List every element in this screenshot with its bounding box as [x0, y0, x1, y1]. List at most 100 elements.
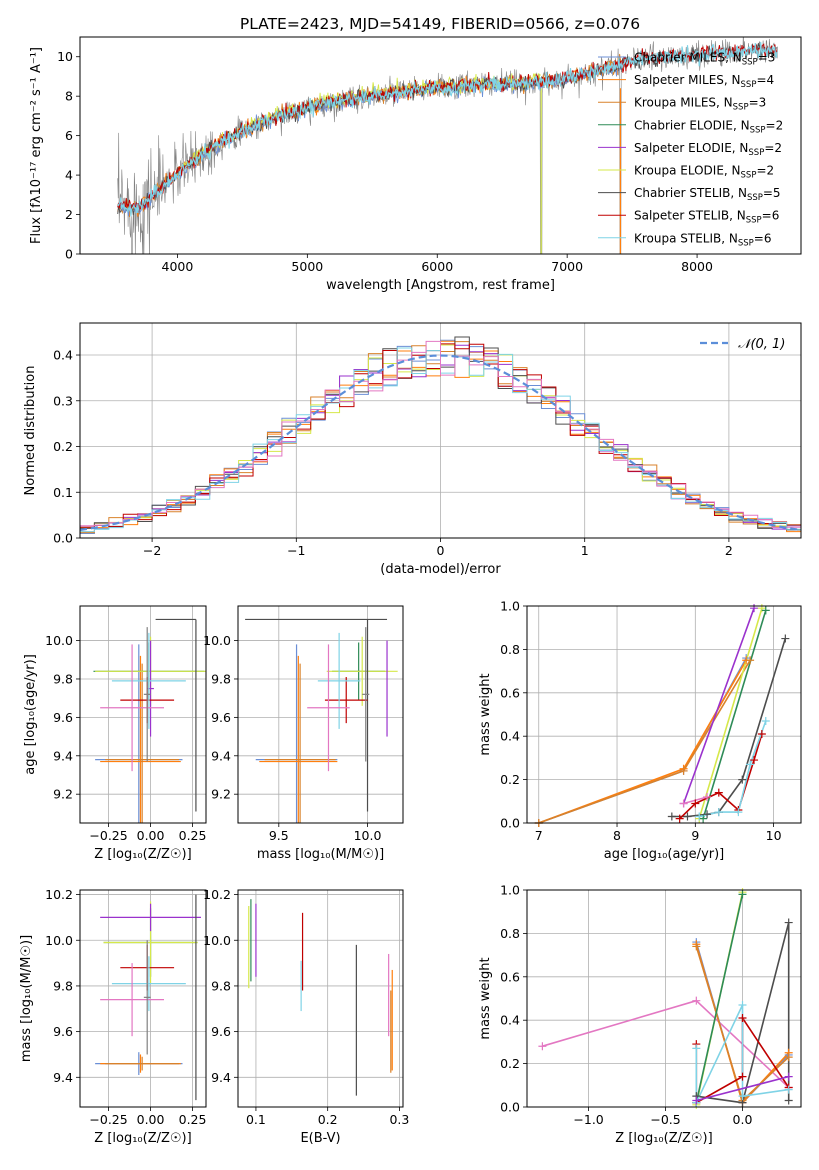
gridlines [527, 605, 801, 824]
y-axis-label: Flux [fλ10⁻¹⁷ erg cm⁻² s⁻¹ A⁻¹] [29, 47, 44, 244]
normal-curve [80, 354, 801, 532]
weight-line [682, 607, 755, 804]
y-tick-label: 9.4 [53, 748, 73, 763]
y-tick-label: 0.8 [500, 642, 520, 657]
x-tick-label: −0.25 [89, 828, 127, 843]
legend-entry: Chabrier ELODIE, NSSP=2 [634, 118, 783, 135]
panel-age-vs-z: −0.25 0.00 0.25 9.2 9.4 9.6 9.8 10.0 Z [log₁₀(Z/… [23, 605, 207, 862]
x-tick-label: 9 [691, 828, 699, 843]
y-tick-label: 4 [65, 168, 73, 183]
legend-entry: Kroupa STELIB, NSSP=6 [634, 231, 772, 248]
x-tick-label: −0.25 [89, 1112, 127, 1127]
x-axis-label: age [log₁₀(age/yr)] [604, 847, 725, 862]
y-tick-label: 0 [65, 247, 73, 262]
x-tick-label: 0.1 [246, 1112, 266, 1127]
x-tick-label: −1.0 [573, 1112, 603, 1127]
panel-residuals: −2 −1 0 1 2 0.0 0.1 0.2 0.3 0.4 (data-model)/error… [23, 322, 802, 577]
weight-marker [757, 604, 766, 613]
histogram-pink [80, 340, 801, 538]
y-tick-label: 9.4 [211, 1070, 231, 1085]
weight-marker [784, 1096, 793, 1105]
weight-marker [738, 1001, 747, 1010]
plot-area [248, 899, 393, 1096]
weight-marker [784, 1072, 793, 1081]
axes-frame [79, 605, 207, 824]
plot-area [80, 336, 801, 538]
gridlines [80, 890, 206, 1107]
y-tick-label: 0.0 [500, 816, 520, 831]
weight-marker [692, 996, 701, 1005]
y-axis-label: Normed distribution [23, 366, 38, 496]
model-spectrum-salpeter-stelib [117, 43, 778, 213]
legend-entry: Salpeter ELODIE, NSSP=2 [634, 141, 782, 158]
x-tick-label: 10.0 [354, 828, 382, 843]
weight-marker [738, 890, 747, 899]
y-tick-label: 0.4 [500, 1013, 520, 1028]
x-tick-label: 2 [725, 543, 733, 558]
y-tick-label: 0.3 [53, 393, 73, 408]
panel-weight-vs-age: 7 8 9 10 0.0 0.2 0.4 0.6 0.8 1.0 age [log₁₀(age/yr… [478, 599, 802, 862]
weight-marker [667, 812, 676, 821]
weight-marker [538, 1042, 547, 1051]
plot-area [117, 37, 778, 254]
weight-line [679, 733, 763, 820]
y-tick-label: 10 [57, 49, 73, 64]
legend-entry: Kroupa ELODIE, NSSP=2 [634, 164, 774, 181]
weight-marker [703, 810, 712, 819]
x-tick-label: 0.00 [137, 1112, 165, 1127]
axes-frame [526, 889, 802, 1108]
y-tick-label: 10.0 [203, 933, 231, 948]
y-tick-label: 9.2 [53, 787, 73, 802]
y-tick-label: 0.2 [53, 439, 73, 454]
weight-marker [734, 808, 743, 817]
y-tick-label: 9.2 [211, 787, 231, 802]
panel-age-vs-mass: 9.5 10.0 9.2 9.4 9.6 9.8 10.0 mass [log₁₀(M/M☉)… [203, 605, 404, 862]
weight-marker [695, 812, 704, 821]
y-tick-label: 10.0 [203, 633, 231, 648]
weight-line [538, 657, 747, 823]
y-tick-label: 9.8 [211, 671, 231, 686]
model-spectrum-kroupa-stelib [117, 41, 778, 217]
weight-marker [692, 1044, 701, 1053]
x-tick-label: 5000 [291, 259, 323, 274]
x-axis-label: wavelength [Angstrom, rest frame] [326, 278, 555, 293]
y-axis-label: mass weight [478, 957, 493, 1039]
weight-marker [703, 792, 712, 801]
y-axis-label: mass [log₁₀(M/M☉)] [19, 935, 34, 1062]
y-tick-label: 0.8 [500, 926, 520, 941]
weight-marker [750, 756, 759, 765]
y-tick-label: 9.8 [211, 978, 231, 993]
y-tick-label: 0.4 [500, 729, 520, 744]
weight-marker [761, 606, 770, 615]
figure-title: PLATE=2423, MJD=54149, FIBERID=0566, z=0… [240, 15, 640, 33]
y-tick-label: 6 [65, 128, 73, 143]
weight-line [702, 610, 767, 819]
legend: Chabrier MILES, NSSP=3 Salpeter MILES, NS… [598, 51, 783, 248]
weight-marker [691, 799, 700, 808]
x-axis-label: Z [log₁₀(Z/Z☉)] [94, 1131, 191, 1146]
panel-mass-vs-z: −0.25 0.00 0.25 9.4 9.6 9.8 10.0 10.2 Z [log₁₀(Z… [19, 887, 207, 1146]
y-tick-label: 0.6 [500, 969, 520, 984]
weight-line [538, 659, 747, 823]
weight-line [695, 894, 744, 1103]
x-tick-label: 10 [766, 828, 782, 843]
weight-marker [746, 656, 755, 665]
weight-line [696, 1075, 789, 1102]
x-tick-label: 0.25 [179, 1112, 207, 1127]
weight-marker [683, 812, 692, 821]
x-tick-label: 0 [437, 543, 445, 558]
weight-marker [738, 1072, 747, 1081]
x-tick-label: 6000 [421, 259, 453, 274]
weight-marker [738, 775, 747, 784]
y-axis-label: mass weight [478, 673, 493, 755]
legend-entry: Salpeter STELIB, NSSP=6 [634, 209, 779, 226]
x-tick-label: 7000 [551, 259, 583, 274]
x-tick-label: 0.00 [137, 828, 165, 843]
panel-weight-vs-z: −1.0 −0.5 0.0 0.0 0.2 0.4 0.6 0.8 1.0 Z [log₁₀(Z/… [478, 883, 802, 1146]
y-tick-label: 10.0 [45, 933, 73, 948]
y-tick-label: 10.2 [45, 887, 73, 902]
weight-marker [746, 760, 755, 769]
axes-frame [526, 605, 802, 824]
legend-entry: Kroupa MILES, NSSP=3 [634, 96, 766, 113]
